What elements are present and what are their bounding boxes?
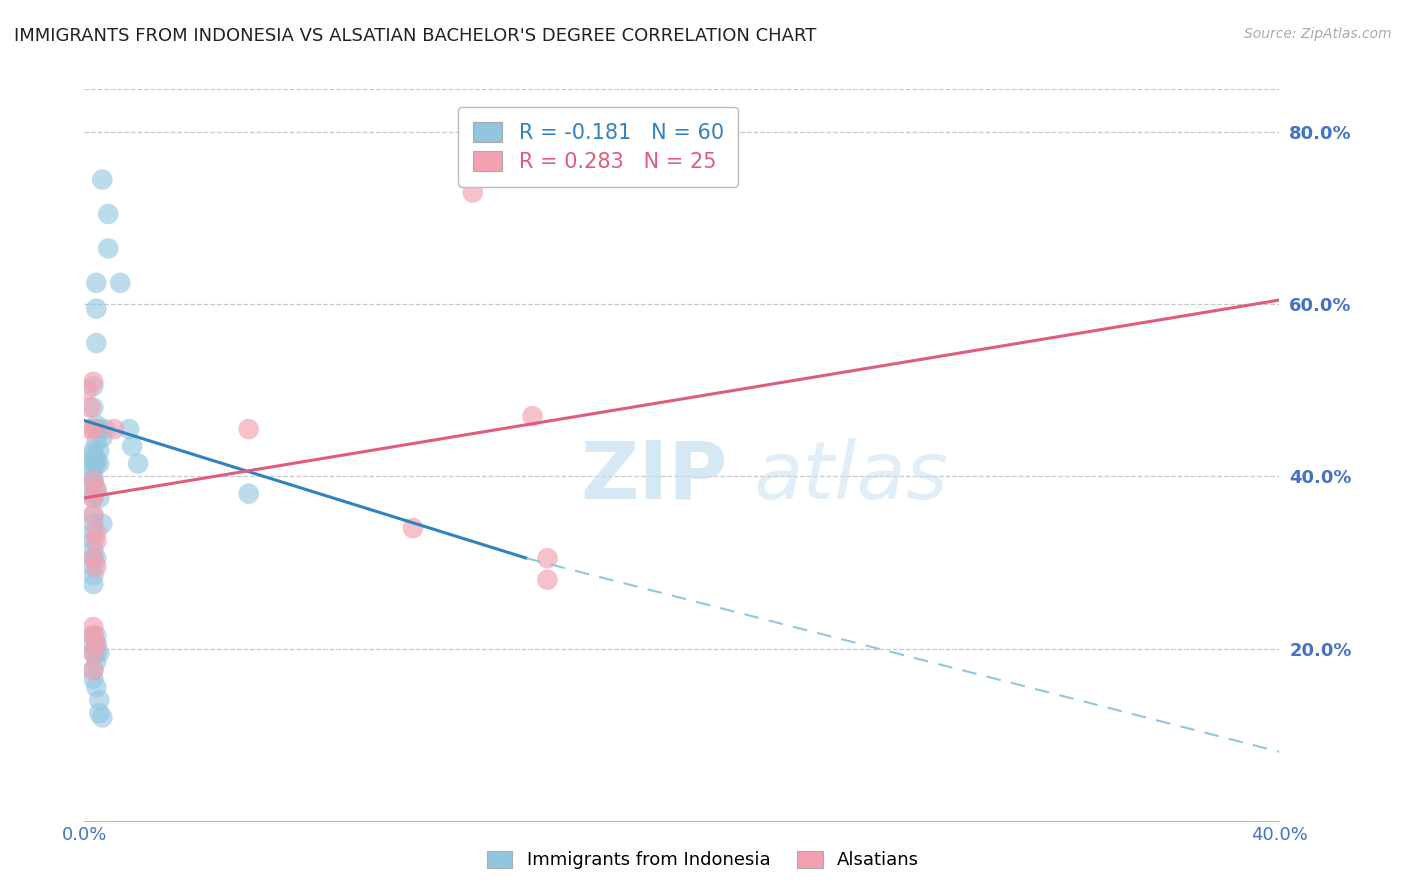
- Point: [82, 474, 104, 488]
- Point: [82, 401, 104, 415]
- Point: [402, 521, 425, 535]
- Point: [89, 491, 111, 505]
- Point: [86, 483, 108, 497]
- Point: [86, 422, 108, 436]
- Point: [82, 646, 104, 660]
- Point: [82, 457, 104, 471]
- Point: [82, 629, 104, 643]
- Point: [82, 379, 104, 393]
- Point: [103, 422, 125, 436]
- Point: [91, 172, 114, 186]
- Point: [82, 448, 104, 462]
- Point: [536, 551, 558, 566]
- Point: [238, 486, 260, 500]
- Point: [82, 478, 104, 492]
- Point: [82, 460, 104, 475]
- Point: [94, 422, 117, 436]
- Text: IMMIGRANTS FROM INDONESIA VS ALSATIAN BACHELOR'S DEGREE CORRELATION CHART: IMMIGRANTS FROM INDONESIA VS ALSATIAN BA…: [14, 27, 817, 45]
- Point: [86, 637, 108, 651]
- Point: [522, 409, 544, 424]
- Point: [86, 276, 108, 290]
- Point: [89, 443, 111, 458]
- Point: [91, 710, 114, 724]
- Point: [82, 663, 104, 677]
- Point: [82, 486, 104, 500]
- Point: [82, 663, 104, 677]
- Point: [118, 422, 141, 436]
- Point: [536, 573, 558, 587]
- Point: [82, 375, 104, 389]
- Point: [82, 551, 104, 566]
- Point: [82, 577, 104, 591]
- Point: [82, 422, 104, 436]
- Point: [91, 516, 114, 531]
- Point: [82, 559, 104, 574]
- Point: [89, 422, 111, 436]
- Point: [127, 457, 149, 471]
- Point: [82, 542, 104, 557]
- Point: [97, 241, 120, 255]
- Point: [82, 508, 104, 523]
- Point: [82, 469, 104, 483]
- Point: [86, 457, 108, 471]
- Point: [121, 439, 143, 453]
- Point: [97, 207, 120, 221]
- Point: [86, 336, 108, 351]
- Point: [82, 491, 104, 505]
- Point: [89, 706, 111, 720]
- Point: [86, 629, 108, 643]
- Point: [82, 551, 104, 566]
- Point: [82, 568, 104, 582]
- Point: [82, 533, 104, 548]
- Point: [86, 452, 108, 467]
- Text: atlas: atlas: [754, 438, 949, 516]
- Point: [86, 525, 108, 540]
- Point: [110, 276, 132, 290]
- Point: [86, 646, 108, 660]
- Point: [86, 483, 108, 497]
- Point: [79, 401, 101, 415]
- Point: [89, 457, 111, 471]
- Point: [82, 452, 104, 467]
- Point: [86, 680, 108, 694]
- Legend: R = -0.181   N = 60, R = 0.283   N = 25: R = -0.181 N = 60, R = 0.283 N = 25: [458, 107, 738, 186]
- Point: [89, 646, 111, 660]
- Point: [86, 301, 108, 316]
- Point: [82, 629, 104, 643]
- Point: [86, 417, 108, 432]
- Point: [76, 384, 98, 398]
- Point: [86, 533, 108, 548]
- Point: [238, 422, 260, 436]
- Point: [461, 186, 484, 200]
- Point: [86, 559, 108, 574]
- Point: [82, 525, 104, 540]
- Point: [82, 637, 104, 651]
- Point: [86, 551, 108, 566]
- Text: Source: ZipAtlas.com: Source: ZipAtlas.com: [1244, 27, 1392, 41]
- Point: [82, 443, 104, 458]
- Point: [82, 474, 104, 488]
- Point: [86, 435, 108, 450]
- Text: ZIP: ZIP: [581, 438, 727, 516]
- Point: [82, 672, 104, 686]
- Point: [86, 637, 108, 651]
- Point: [79, 422, 101, 436]
- Point: [91, 431, 114, 445]
- Point: [86, 655, 108, 669]
- Point: [82, 620, 104, 634]
- Point: [82, 491, 104, 505]
- Point: [82, 516, 104, 531]
- Point: [89, 693, 111, 707]
- Point: [82, 646, 104, 660]
- Point: [82, 508, 104, 523]
- Legend: Immigrants from Indonesia, Alsatians: Immigrants from Indonesia, Alsatians: [478, 842, 928, 879]
